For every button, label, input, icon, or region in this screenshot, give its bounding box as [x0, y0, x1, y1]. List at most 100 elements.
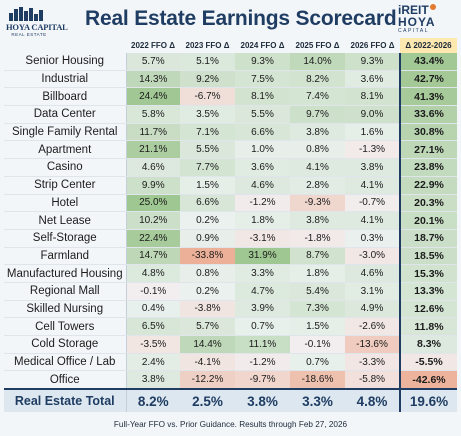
ffo-change-cell: -1.8% [290, 229, 345, 248]
ffo-change-cell: 2.8% [290, 176, 345, 195]
ffo-change-cell: -3.8% [180, 300, 235, 319]
ffo-change-cell: -3.0% [345, 247, 400, 266]
ffo-change-cell: 3.8% [290, 211, 345, 230]
table-row: Net Lease 10.2% 0.2% 1.8% 3.8% 4.1% 20.1% [4, 211, 457, 230]
ffo-change-cell: 2.4% [126, 353, 180, 372]
row-category: Manufactured Housing [4, 264, 127, 283]
row-category: Cell Towers [4, 317, 127, 336]
ffo-change-cell: 0.7% [290, 353, 345, 372]
cumulative-change-cell: 13.3% [399, 282, 457, 301]
table-row: Office 3.8% -12.2% -9.7% -18.6% -5.8% -42.6% [4, 370, 457, 390]
logo-right-line3: CAPITAL [398, 28, 429, 34]
ffo-change-cell: 5.4% [290, 282, 345, 301]
ffo-change-cell: -33.8% [180, 247, 235, 266]
ffo-change-cell: 3.6% [345, 70, 400, 89]
ffo-change-cell: 9.3% [235, 53, 290, 71]
ffo-change-cell: 1.5% [180, 176, 235, 195]
cumulative-change-cell: 15.3% [399, 264, 457, 283]
ffo-change-cell: 4.1% [345, 211, 400, 230]
ffo-change-cell: 7.7% [180, 158, 235, 177]
row-category: Industrial [4, 70, 127, 89]
ffo-change-cell: 0.7% [235, 317, 290, 336]
cumulative-change-cell: 22.9% [399, 176, 457, 195]
cumulative-change-cell: 20.3% [399, 194, 457, 213]
row-category: Net Lease [4, 211, 127, 230]
table-row: Apartment 21.1% 5.5% 1.0% 0.8% -1.3% 27.1% [4, 140, 457, 160]
table-body: Senior Housing 5.7% 5.1% 9.3% 14.0% 9.3% 43.4%… [4, 53, 457, 413]
ffo-change-cell: 5.5% [235, 105, 290, 124]
logo-dot-icon [429, 4, 436, 10]
ffo-change-cell: 6.6% [235, 123, 290, 142]
column-header: 2024 FFO Δ [235, 38, 290, 53]
cumulative-change-cell: 12.6% [399, 300, 457, 319]
cumulative-change-cell: 33.6% [399, 105, 457, 124]
row-category: Strip Center [4, 176, 127, 195]
ffo-change-cell: 0.2% [180, 282, 235, 301]
ffo-change-cell: 0.8% [180, 264, 235, 283]
logo-left-name: HOYA CAPITAL [6, 22, 68, 32]
cumulative-change-cell: 18.5% [399, 247, 457, 266]
column-header: 2023 FFO Δ [180, 38, 235, 53]
cumulative-change-cell: -5.5% [399, 353, 457, 372]
ffo-change-cell: 5.5% [180, 140, 235, 160]
ffo-change-cell: -3.1% [235, 229, 290, 248]
ffo-change-cell: 24.4% [126, 87, 180, 107]
ffo-change-cell: 4.1% [345, 176, 400, 195]
cumulative-change-cell: 11.8% [399, 317, 457, 336]
ffo-change-cell: 3.6% [235, 158, 290, 177]
row-category: Farmland [4, 247, 127, 266]
logo-right-line2: HOYA [398, 15, 436, 29]
cumulative-change-cell: 23.8% [399, 158, 457, 177]
ffo-change-cell: 4.1% [290, 158, 345, 177]
row-category: Hotel [4, 194, 127, 213]
page-title: Real Estate Earnings Scorecard [85, 7, 397, 30]
cumulative-change-cell: 42.7% [399, 70, 457, 89]
ffo-change-cell: 3.3% [235, 264, 290, 283]
ffo-change-cell: -0.7% [345, 194, 400, 213]
ffo-change-cell: 14.7% [126, 247, 180, 266]
ffo-change-cell: -5.8% [345, 370, 400, 390]
cumulative-change-cell: 41.3% [399, 87, 457, 107]
ffo-change-cell: 9.0% [345, 105, 400, 124]
ffo-change-cell: -1.2% [235, 353, 290, 372]
row-category: Billboard [4, 87, 127, 107]
ffo-change-cell: -0.1% [290, 335, 345, 354]
ffo-change-cell: 10.2% [126, 211, 180, 230]
ffo-change-cell: 0.2% [180, 211, 235, 230]
ffo-change-cell: 7.4% [290, 87, 345, 107]
table-row: Data Center 5.8% 3.5% 5.5% 9.7% 9.0% 33.6% [4, 105, 457, 124]
ffo-change-cell: 1.6% [345, 123, 400, 142]
ireit-hoya-logo: iREIT HOYA CAPITAL [398, 4, 458, 40]
table-row: Hotel 25.0% 6.6% -1.2% -9.3% -0.7% 20.3% [4, 194, 457, 213]
ffo-change-cell: 9.2% [180, 70, 235, 89]
ffo-change-cell: 8.1% [345, 87, 400, 107]
table-row: Self-Storage 22.4% 0.9% -3.1% -1.8% 0.3% 18.7% [4, 229, 457, 248]
scorecard-table: 2022 FFO Δ 2023 FFO Δ 2024 FFO Δ 2025 FF… [4, 38, 457, 413]
column-header: 2022 FFO Δ [126, 38, 180, 53]
row-category: Data Center [4, 105, 127, 124]
ffo-change-cell: -4.1% [180, 353, 235, 372]
ffo-change-cell: 8.7% [290, 247, 345, 266]
table-row: Medical Office / Lab 2.4% -4.1% -1.2% 0.7% -3… [4, 353, 457, 372]
ffo-change-cell: 0.9% [180, 229, 235, 248]
ffo-change-cell: 4.8% [126, 264, 180, 283]
ffo-change-cell: 5.7% [126, 53, 180, 71]
ffo-change-cell: 4.9% [345, 300, 400, 319]
row-category: Senior Housing [4, 53, 127, 71]
ffo-change-cell: 3.8% [345, 158, 400, 177]
ffo-change-cell: -0.1% [126, 282, 180, 301]
ffo-change-cell: 7.3% [290, 300, 345, 319]
ffo-change-cell: 5.1% [180, 53, 235, 71]
cumulative-change-cell: 18.7% [399, 229, 457, 248]
ffo-change-cell: -1.3% [345, 140, 400, 160]
ffo-change-cell: 14.3% [126, 70, 180, 89]
row-category: Office [4, 370, 127, 390]
ffo-change-cell: 9.3% [345, 53, 400, 71]
cumulative-change-cell: 30.8% [399, 123, 457, 142]
ffo-change-cell: 4.6% [235, 176, 290, 195]
ffo-change-cell: 8.2% [290, 70, 345, 89]
ffo-change-cell: -3.3% [345, 353, 400, 372]
table-row: Single Family Rental 11.7% 7.1% 6.6% 3.8% 1.6… [4, 123, 457, 142]
table-row: Industrial 14.3% 9.2% 7.5% 8.2% 3.6% 42.7% [4, 70, 457, 89]
